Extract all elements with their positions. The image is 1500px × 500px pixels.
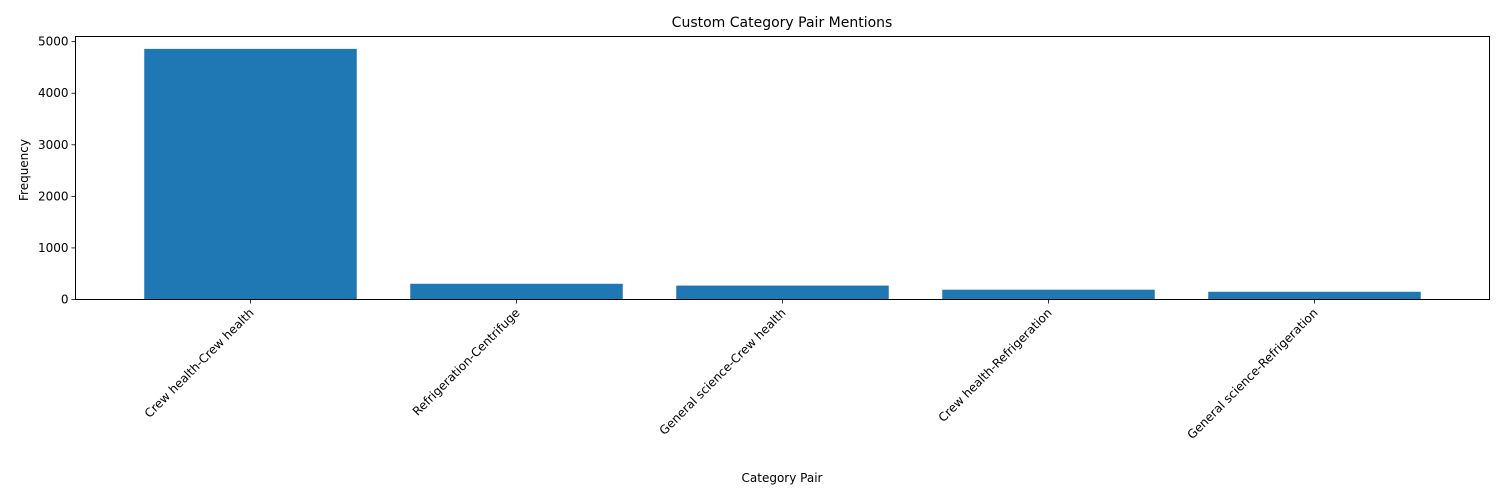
- y-tick-label: 0: [61, 293, 69, 307]
- bar-4: [1208, 291, 1421, 300]
- chart-title: Custom Category Pair Mentions: [672, 15, 893, 31]
- y-tick-label: 3000: [38, 138, 69, 152]
- bar-2: [676, 285, 889, 300]
- y-axis-label: Frequency: [17, 139, 31, 201]
- y-tick-label: 2000: [38, 189, 69, 203]
- bar-3: [942, 289, 1155, 300]
- x-tick-label: Refrigeration-Centrifuge: [410, 306, 523, 419]
- x-tick-label: Crew health-Refrigeration: [936, 306, 1055, 425]
- bars-layer: [144, 48, 1421, 300]
- x-tick-label: General science-Refrigeration: [1184, 306, 1320, 442]
- bar-0: [144, 48, 357, 300]
- x-tick-label: Crew health-Crew health: [142, 306, 257, 421]
- y-tick-label: 1000: [38, 241, 69, 255]
- bar-1: [410, 283, 623, 300]
- y-ticks-layer: 0 1000 2000 3000 4000 5000: [38, 35, 76, 307]
- x-tick-label: General science-Crew health: [657, 306, 789, 438]
- plot-frame: [75, 36, 1490, 300]
- y-tick-label: 5000: [38, 35, 69, 49]
- x-axis-label: Category Pair: [742, 471, 823, 485]
- y-tick-label: 4000: [38, 86, 69, 100]
- x-ticks-layer: Crew health-Crew health Refrigeration-Cen…: [142, 299, 1321, 442]
